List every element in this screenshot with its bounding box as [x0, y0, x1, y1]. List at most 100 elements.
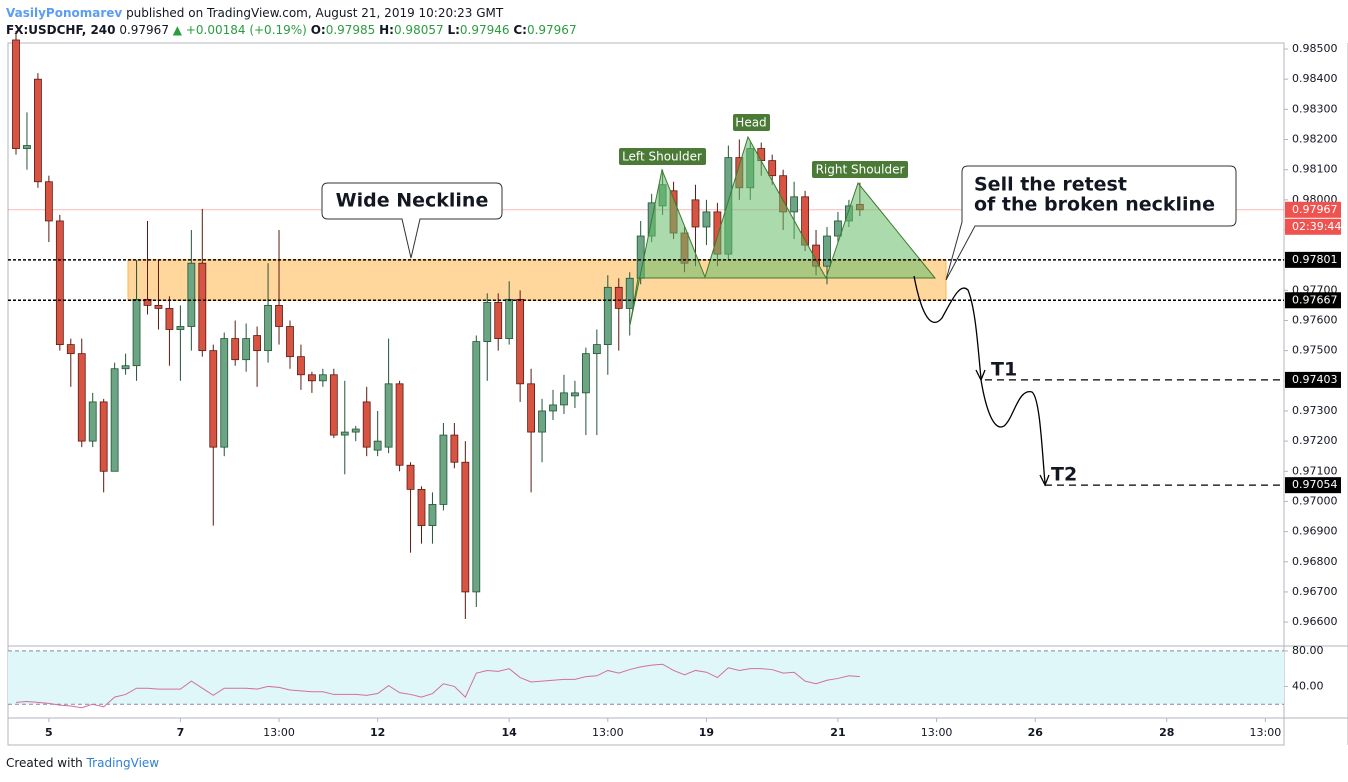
candle-body	[242, 338, 251, 361]
candle-body	[603, 286, 612, 346]
candle-body	[351, 428, 360, 433]
candle-body	[44, 181, 53, 222]
rsi-tick-label: 40.00	[1292, 679, 1324, 692]
y-tick-label: 0.96900	[1292, 525, 1338, 538]
candle-body	[340, 431, 349, 436]
candle-body	[12, 39, 20, 149]
candle-body	[231, 338, 240, 361]
candle-body	[318, 374, 327, 382]
h: 0.98057	[393, 23, 444, 37]
label-box	[812, 161, 908, 178]
x-tick-label: 13:00	[1250, 726, 1282, 739]
brand[interactable]: TradingView	[86, 756, 160, 770]
pattern-label: Left Shoulder	[622, 150, 702, 164]
callout-text: Wide Neckline	[336, 190, 489, 212]
candle-body	[768, 160, 777, 177]
candle-body	[702, 211, 711, 228]
candle-body	[275, 304, 283, 327]
y-tick-label: 0.98100	[1292, 163, 1338, 176]
c-label: C:	[513, 23, 527, 37]
x-tick-label: 26	[1028, 726, 1044, 739]
candle-body	[581, 353, 590, 394]
candle-body	[286, 326, 294, 358]
y-tick-label: 0.97100	[1292, 464, 1338, 477]
author[interactable]: VasilyPonomarev	[6, 6, 123, 20]
x-tick-label: 21	[830, 726, 845, 739]
x-tick-label: 13:00	[592, 726, 624, 739]
o: 0.97985	[325, 23, 376, 37]
candle-body	[691, 199, 700, 228]
candle-body	[23, 145, 31, 149]
label-box	[619, 148, 706, 165]
price-tag	[1285, 477, 1341, 494]
candle-body	[154, 304, 163, 309]
candle-body	[494, 301, 503, 339]
callout-neckline: Wide Neckline	[321, 182, 503, 259]
rsi-band	[8, 650, 1284, 705]
candle-body	[505, 298, 514, 339]
candle-body	[790, 196, 799, 213]
candle-body	[132, 298, 141, 367]
price-tag-label: 0.97054	[1292, 478, 1338, 491]
candle-body	[823, 235, 831, 267]
candle-body	[209, 350, 218, 448]
candle-body	[560, 392, 568, 406]
head-shoulders-pattern	[629, 135, 937, 326]
candle-body	[88, 401, 97, 442]
callout-sell: Sell the retest of the broken neckline	[945, 165, 1237, 281]
candle-body	[264, 304, 272, 352]
callout-box	[945, 165, 1237, 281]
y-tick-label: 0.98300	[1292, 102, 1338, 115]
published: published on TradingView.com, August 21,…	[126, 6, 504, 20]
c: 0.97967	[526, 23, 577, 37]
candle-body	[625, 277, 634, 309]
price-tag	[1285, 371, 1341, 388]
y-tick-label: 0.97200	[1292, 434, 1338, 447]
candle-body	[538, 410, 546, 433]
candle-body	[406, 464, 415, 490]
candle-body	[66, 344, 75, 355]
candle-body	[176, 326, 185, 330]
candle-body	[549, 404, 557, 412]
header-line: FX:USDCHF, 240 0.97967 ▲ +0.00184 (+0.19…	[6, 22, 577, 39]
candle-body	[417, 488, 426, 526]
h-label: H:	[379, 23, 394, 37]
chart: Wide Neckline Sell the retest of the bro…	[7, 30, 1348, 746]
y-tick-label: 0.96700	[1292, 585, 1338, 598]
candle-body	[362, 401, 371, 448]
x-tick-label: 13:00	[921, 726, 953, 739]
rsi-line	[15, 663, 860, 709]
pattern-label: Head	[735, 116, 766, 130]
y-tick-label: 0.98400	[1292, 72, 1338, 85]
candle-body	[55, 220, 64, 346]
header: VasilyPonomarev published on TradingView…	[6, 5, 577, 39]
y-tick-label: 0.97000	[1292, 494, 1338, 507]
candle-body	[220, 338, 229, 448]
x-tick-label: 19	[699, 726, 714, 739]
candle-body	[384, 383, 393, 448]
forecast-curve	[913, 275, 982, 379]
countdown-label: 02:39:44	[1292, 220, 1341, 233]
price-tag	[1285, 201, 1341, 218]
candle-body	[395, 383, 404, 466]
footer-text: Created with	[6, 756, 83, 770]
candle-body	[834, 220, 842, 237]
y-tick-label: 0.97600	[1292, 313, 1338, 326]
pattern-label: Right Shoulder	[816, 163, 905, 177]
candle-body	[439, 434, 448, 505]
price-tag	[1285, 292, 1341, 309]
y-tick-label: 0.98200	[1292, 133, 1338, 146]
l: 0.97946	[459, 23, 510, 37]
price-tag-label: 0.97801	[1292, 253, 1338, 266]
y-tick-label: 0.98500	[1292, 42, 1338, 55]
candle-body	[253, 335, 262, 352]
candle-body	[373, 440, 382, 451]
target-label: T2	[1051, 464, 1077, 486]
candles	[12, 30, 864, 620]
header-line: VasilyPonomarev published on TradingView…	[6, 5, 577, 22]
callout-text: of the broken neckline	[974, 194, 1215, 216]
x-tick-label: 5	[45, 726, 53, 739]
candle-body	[297, 356, 305, 376]
label-box	[733, 114, 770, 131]
